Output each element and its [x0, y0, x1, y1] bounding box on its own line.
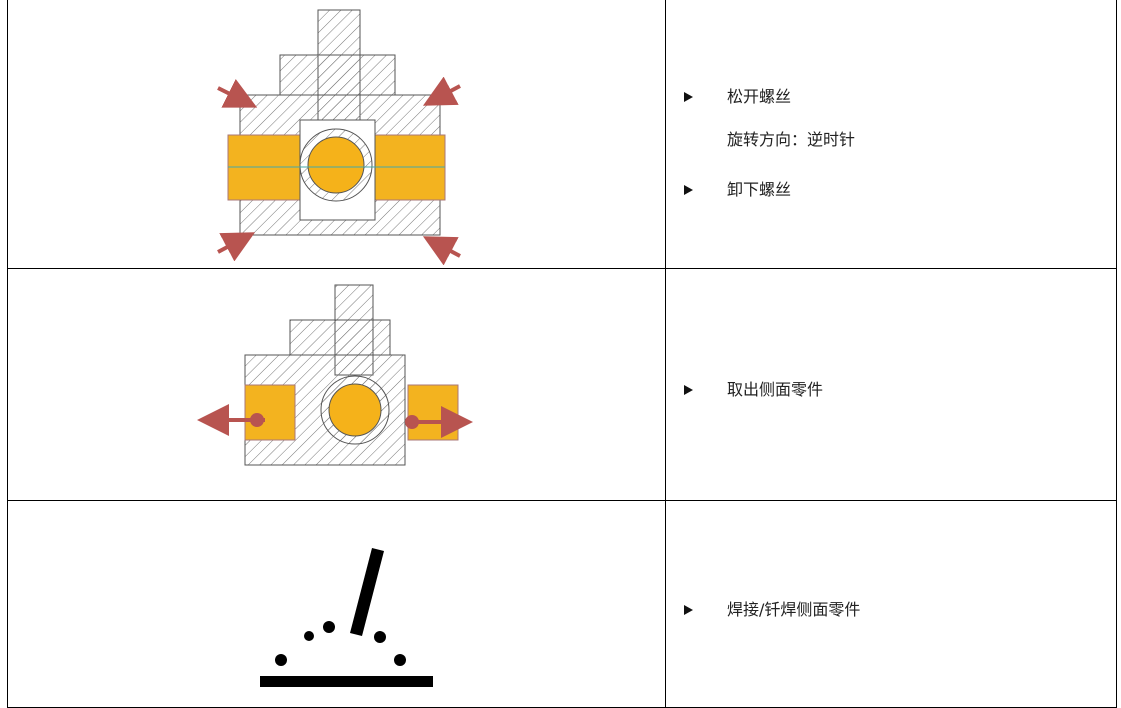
step-text: 松开螺丝 — [727, 87, 792, 106]
step-text: 卸下螺丝 — [727, 180, 792, 199]
valve-diagram-2 — [197, 284, 473, 466]
valve-diagram-1 — [217, 9, 461, 266]
step-text: 焊接/钎焊侧面零件 — [727, 600, 861, 619]
bullet — [684, 605, 693, 615]
bullet — [684, 92, 693, 102]
step-text: 取出侧面零件 — [727, 380, 824, 399]
table-borders — [7, 0, 1117, 708]
step-note: 旋转方向：逆时针 — [727, 130, 856, 149]
bullet — [684, 185, 693, 195]
welding-icon — [260, 548, 433, 687]
bullet — [684, 385, 693, 395]
